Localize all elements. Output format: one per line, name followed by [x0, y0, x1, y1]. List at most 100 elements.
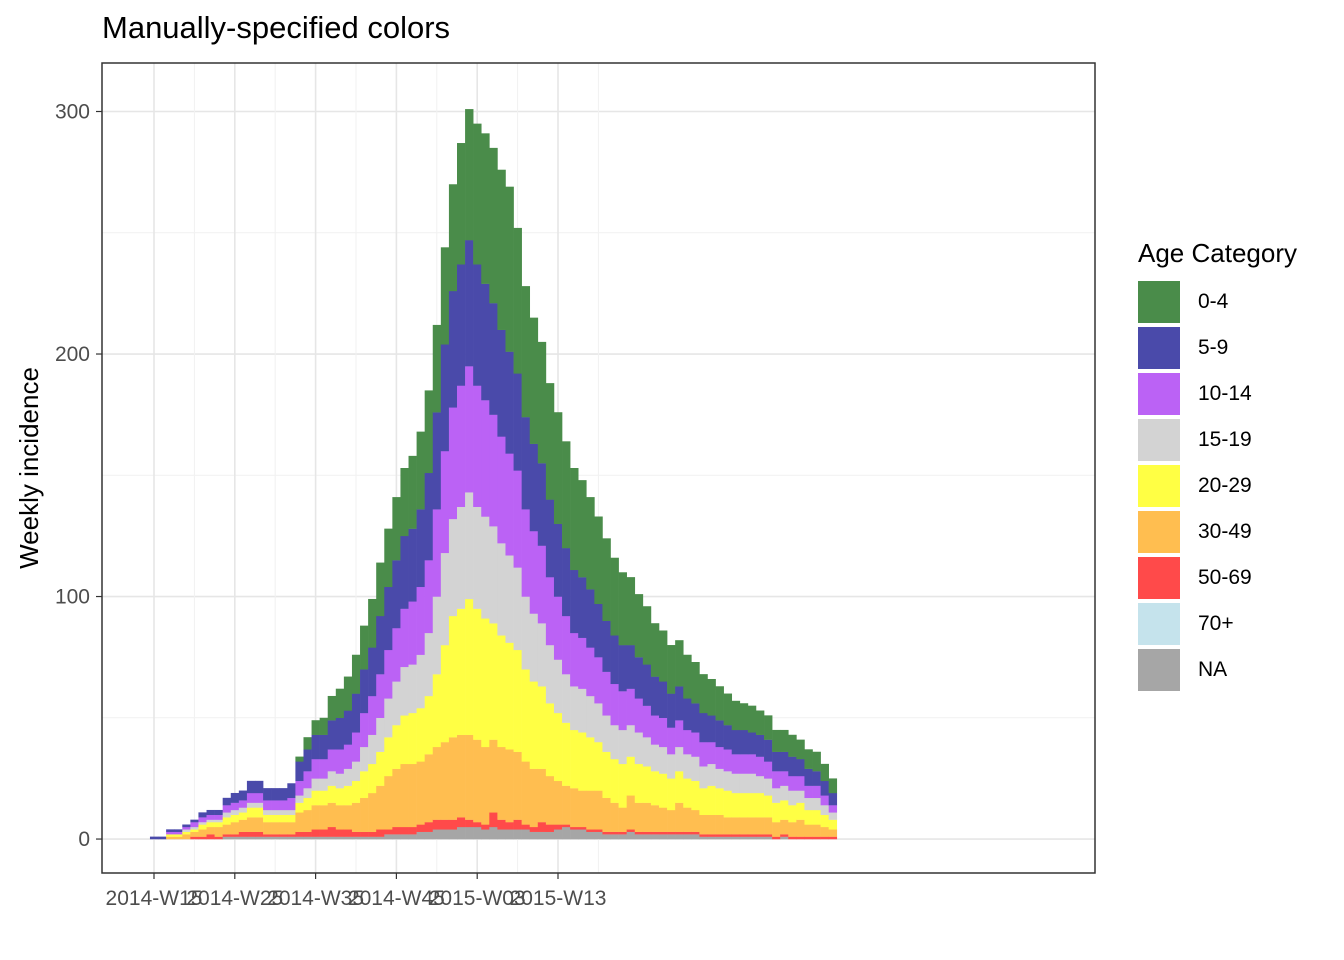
bar-segment-0-4: [683, 654, 692, 699]
bar-segment-0-4: [529, 317, 539, 444]
bar-segment-50-69: [828, 836, 838, 840]
bar-segment-15-19: [764, 778, 773, 796]
bar-segment-5-9: [715, 720, 724, 748]
bar-segment-50-69: [392, 826, 401, 835]
bar-segment-50-69: [723, 834, 733, 837]
bar-segment-15-19: [562, 674, 571, 723]
bar-segment-na: [731, 836, 741, 840]
bar-segment-5-9: [206, 809, 215, 815]
bar-segment-5-9: [675, 686, 684, 721]
bar-segment-15-19: [384, 698, 393, 738]
legend-title: Age Category: [1138, 238, 1297, 268]
bar-segment-na: [279, 836, 288, 840]
bar-segment-20-29: [432, 674, 442, 748]
bar-segment-15-19: [246, 802, 256, 808]
bar-segment-15-19: [602, 715, 611, 752]
bar-segment-50-69: [747, 834, 757, 837]
x-tick-label: 2014-W25: [186, 887, 283, 910]
bar-segment-0-4: [319, 717, 329, 735]
bar-segment-30-49: [465, 734, 474, 820]
bar-segment-20-29: [222, 817, 232, 825]
bar-segment-na: [311, 836, 320, 840]
x-tick-label: 2014-W15: [106, 887, 203, 910]
bar-segment-50-69: [343, 829, 353, 837]
bar-segment-na: [594, 831, 603, 840]
bar-segment-10-14: [699, 742, 708, 767]
bar-segment-30-49: [788, 822, 797, 837]
x-tick-label: 2015-W03: [429, 887, 526, 910]
bar-segment-10-14: [570, 632, 579, 687]
bar-segment-0-4: [731, 700, 741, 731]
bar-segment-20-29: [675, 771, 684, 803]
bar-segment-na: [222, 836, 232, 840]
bar-segment-0-4: [473, 123, 482, 265]
bar-segment-10-14: [562, 615, 571, 675]
bar-segment-5-9: [804, 768, 813, 786]
bar-segment-10-14: [804, 785, 813, 799]
bar-segment-50-69: [376, 829, 385, 837]
bar-segment-na: [618, 834, 627, 840]
bar-segment-20-29: [691, 780, 700, 811]
bar-segment-20-29: [448, 615, 458, 738]
bar-segment-20-29: [796, 802, 805, 820]
bar-segment-5-9: [667, 693, 676, 728]
bar-segment-0-4: [327, 695, 337, 721]
bar-segment-30-49: [521, 761, 531, 825]
bar-segment-na: [303, 836, 312, 840]
bar-segment-20-29: [497, 635, 506, 748]
bar-segment-20-29: [545, 703, 555, 777]
bar-segment-5-9: [699, 712, 708, 743]
bar-segment-5-9: [764, 739, 773, 762]
legend-swatch: [1138, 603, 1180, 645]
bar-segment-30-49: [707, 814, 716, 835]
bar-segment-15-19: [828, 812, 838, 820]
bar-segment-15-19: [287, 809, 296, 815]
bar-segment-10-14: [481, 400, 490, 517]
bar-segment-20-29: [707, 785, 716, 815]
bar-segment-5-9: [497, 329, 506, 437]
bar-segment-30-49: [400, 763, 409, 828]
bar-segment-5-9: [158, 836, 167, 840]
y-tick-label: 100: [55, 586, 90, 609]
bar-segment-10-14: [764, 761, 773, 779]
bar-segment-5-9: [408, 528, 417, 602]
bar-segment-30-49: [610, 802, 619, 832]
bar-segment-na: [650, 834, 660, 840]
bar-segment-0-4: [481, 133, 490, 284]
legend-label: NA: [1198, 658, 1228, 681]
bar-segment-5-9: [812, 771, 821, 786]
bar-segment-50-69: [295, 831, 304, 837]
bar-segment-na: [384, 834, 393, 840]
bar-segment-10-14: [271, 800, 280, 811]
bar-segment-50-69: [610, 831, 619, 835]
bar-segment-0-4: [497, 169, 506, 330]
bar-segment-0-4: [796, 739, 805, 760]
bar-segment-30-49: [497, 746, 506, 820]
bar-segment-0-4: [602, 538, 611, 621]
bar-segment-50-69: [424, 822, 434, 832]
bar-segment-20-29: [772, 802, 781, 823]
bar-segment-15-19: [376, 717, 385, 752]
bar-segment-5-9: [562, 548, 571, 617]
bar-segment-20-29: [505, 642, 514, 750]
bar-segment-15-19: [578, 688, 587, 733]
legend-item: 0-4: [1138, 279, 1297, 325]
bar-segment-10-14: [360, 712, 369, 748]
bar-segment-50-69: [545, 824, 555, 832]
bar-segment-50-69: [529, 826, 539, 832]
bar-segment-50-69: [255, 831, 264, 837]
bar-segment-10-14: [594, 657, 603, 704]
bar-segment-10-14: [376, 674, 385, 718]
bar-segment-10-14: [190, 822, 199, 828]
bar-segment-20-29: [271, 814, 280, 823]
bar-segment-20-29: [440, 645, 450, 743]
bar-segment-30-49: [295, 812, 304, 832]
bar-segment-5-9: [772, 751, 781, 772]
bar-segment-na: [489, 826, 498, 840]
bar-segment-5-9: [448, 290, 458, 408]
bar-segment-15-19: [529, 613, 539, 682]
bar-segment-5-9: [271, 788, 280, 801]
legend-items: 0-4 5-9 10-14 15-19 20-29 30-49 50-69 70+ NA: [1138, 279, 1297, 693]
bar-segment-na: [707, 836, 716, 840]
bar-segment-0-4: [594, 516, 603, 605]
